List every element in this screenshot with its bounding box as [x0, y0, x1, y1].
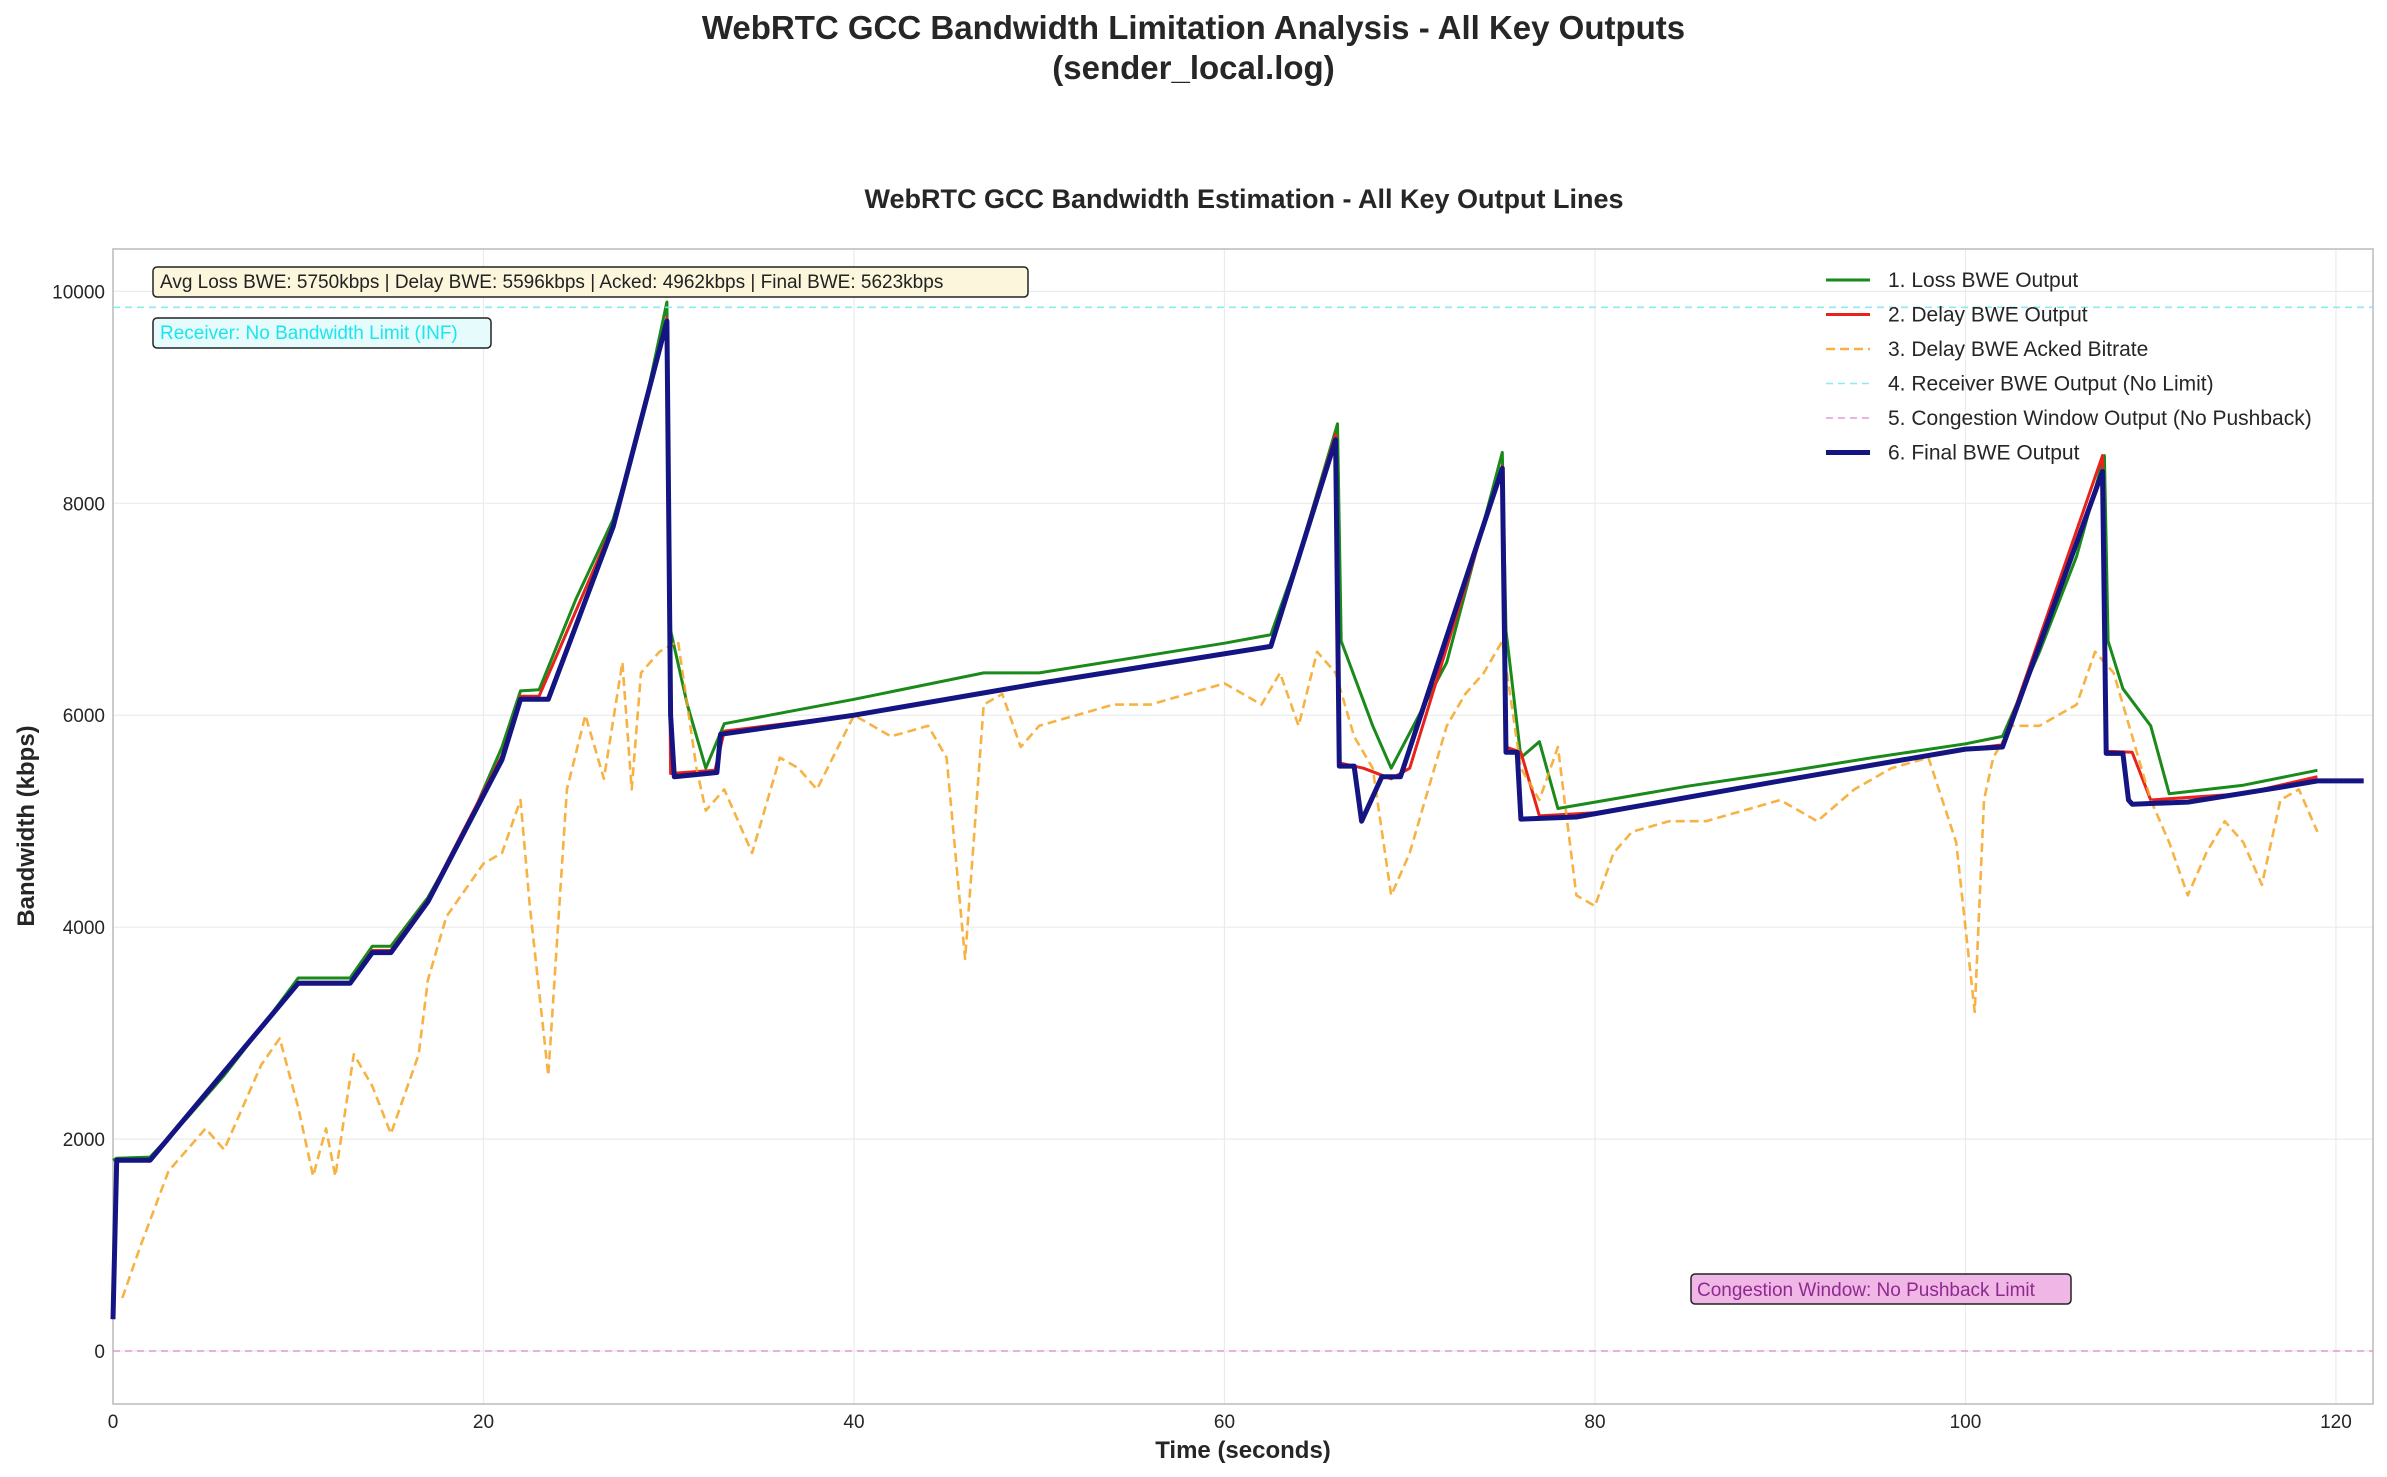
- axis-ticks: 0 20 40 60 80 100 120 0 2000 4000 6000 8000 10000: [52, 282, 2352, 1433]
- receiver-annotation-box: [152, 317, 492, 349]
- cwnd-annotation-text: Congestion Window: No Pushback Limit: [1697, 1280, 2036, 1301]
- receiver-annotation-text: Receiver: No Bandwidth Limit (INF): [160, 323, 458, 344]
- series-layer: [110, 300, 2373, 1352]
- legend-label-5: 5. Congestion Window Output (No Pushback…: [1888, 407, 2312, 430]
- figure-title-line2: (sender_local.log): [1052, 49, 1335, 86]
- x-tick-label: 40: [843, 1412, 864, 1433]
- x-axis-label: Time (seconds): [1155, 1437, 1331, 1464]
- y-tick-label: 4000: [63, 918, 105, 939]
- series-line-2: [111, 316, 2318, 1320]
- legend-label-6: 6. Final BWE Output: [1888, 442, 2080, 465]
- y-tick-label: 0: [94, 1342, 105, 1363]
- y-tick-label: 10000: [52, 282, 105, 303]
- x-tick-label: 100: [1950, 1412, 1982, 1433]
- stats-annotation: Avg Loss BWE: 5750kbps | Delay BWE: 5596…: [152, 266, 1029, 298]
- legend-label-3: 3. Delay BWE Acked Bitrate: [1888, 338, 2148, 361]
- x-tick-label: 0: [108, 1412, 119, 1433]
- x-tick-label: 120: [2320, 1412, 2352, 1433]
- x-tick-label: 20: [473, 1412, 494, 1433]
- figure-title-line1: WebRTC GCC Bandwidth Limitation Analysis…: [701, 9, 1686, 46]
- x-tick-label: 80: [1584, 1412, 1605, 1433]
- series-line-1: [112, 300, 2318, 1162]
- legend-label-2: 2. Delay BWE Output: [1888, 304, 2088, 327]
- legend: 1. Loss BWE Output 2. Delay BWE Output 3. …: [1826, 269, 2312, 465]
- stats-annotation-box: [152, 266, 1029, 298]
- legend-label-1: 1. Loss BWE Output: [1888, 269, 2078, 292]
- series-line-6: [110, 318, 2364, 1320]
- chart-title: WebRTC GCC Bandwidth Estimation - All Ke…: [864, 184, 1623, 214]
- cwnd-annotation-box: [1690, 1273, 2072, 1305]
- figure-title: WebRTC GCC Bandwidth Limitation Analysis…: [0, 8, 2387, 88]
- plot-frame: [112, 248, 2374, 1405]
- legend-label-4: 4. Receiver BWE Output (No Limit): [1888, 373, 2214, 396]
- y-axis-label: Bandwidth (kbps): [13, 725, 40, 926]
- y-tick-label: 8000: [63, 494, 105, 515]
- receiver-annotation: Receiver: No Bandwidth Limit (INF): [152, 317, 492, 349]
- stats-annotation-text: Avg Loss BWE: 5750kbps | Delay BWE: 5596…: [160, 272, 943, 293]
- y-tick-label: 6000: [63, 706, 105, 727]
- cwnd-annotation: Congestion Window: No Pushback Limit: [1690, 1273, 2072, 1305]
- y-tick-label: 2000: [63, 1130, 105, 1151]
- series-line-3: [121, 639, 2319, 1299]
- x-tick-label: 60: [1214, 1412, 1235, 1433]
